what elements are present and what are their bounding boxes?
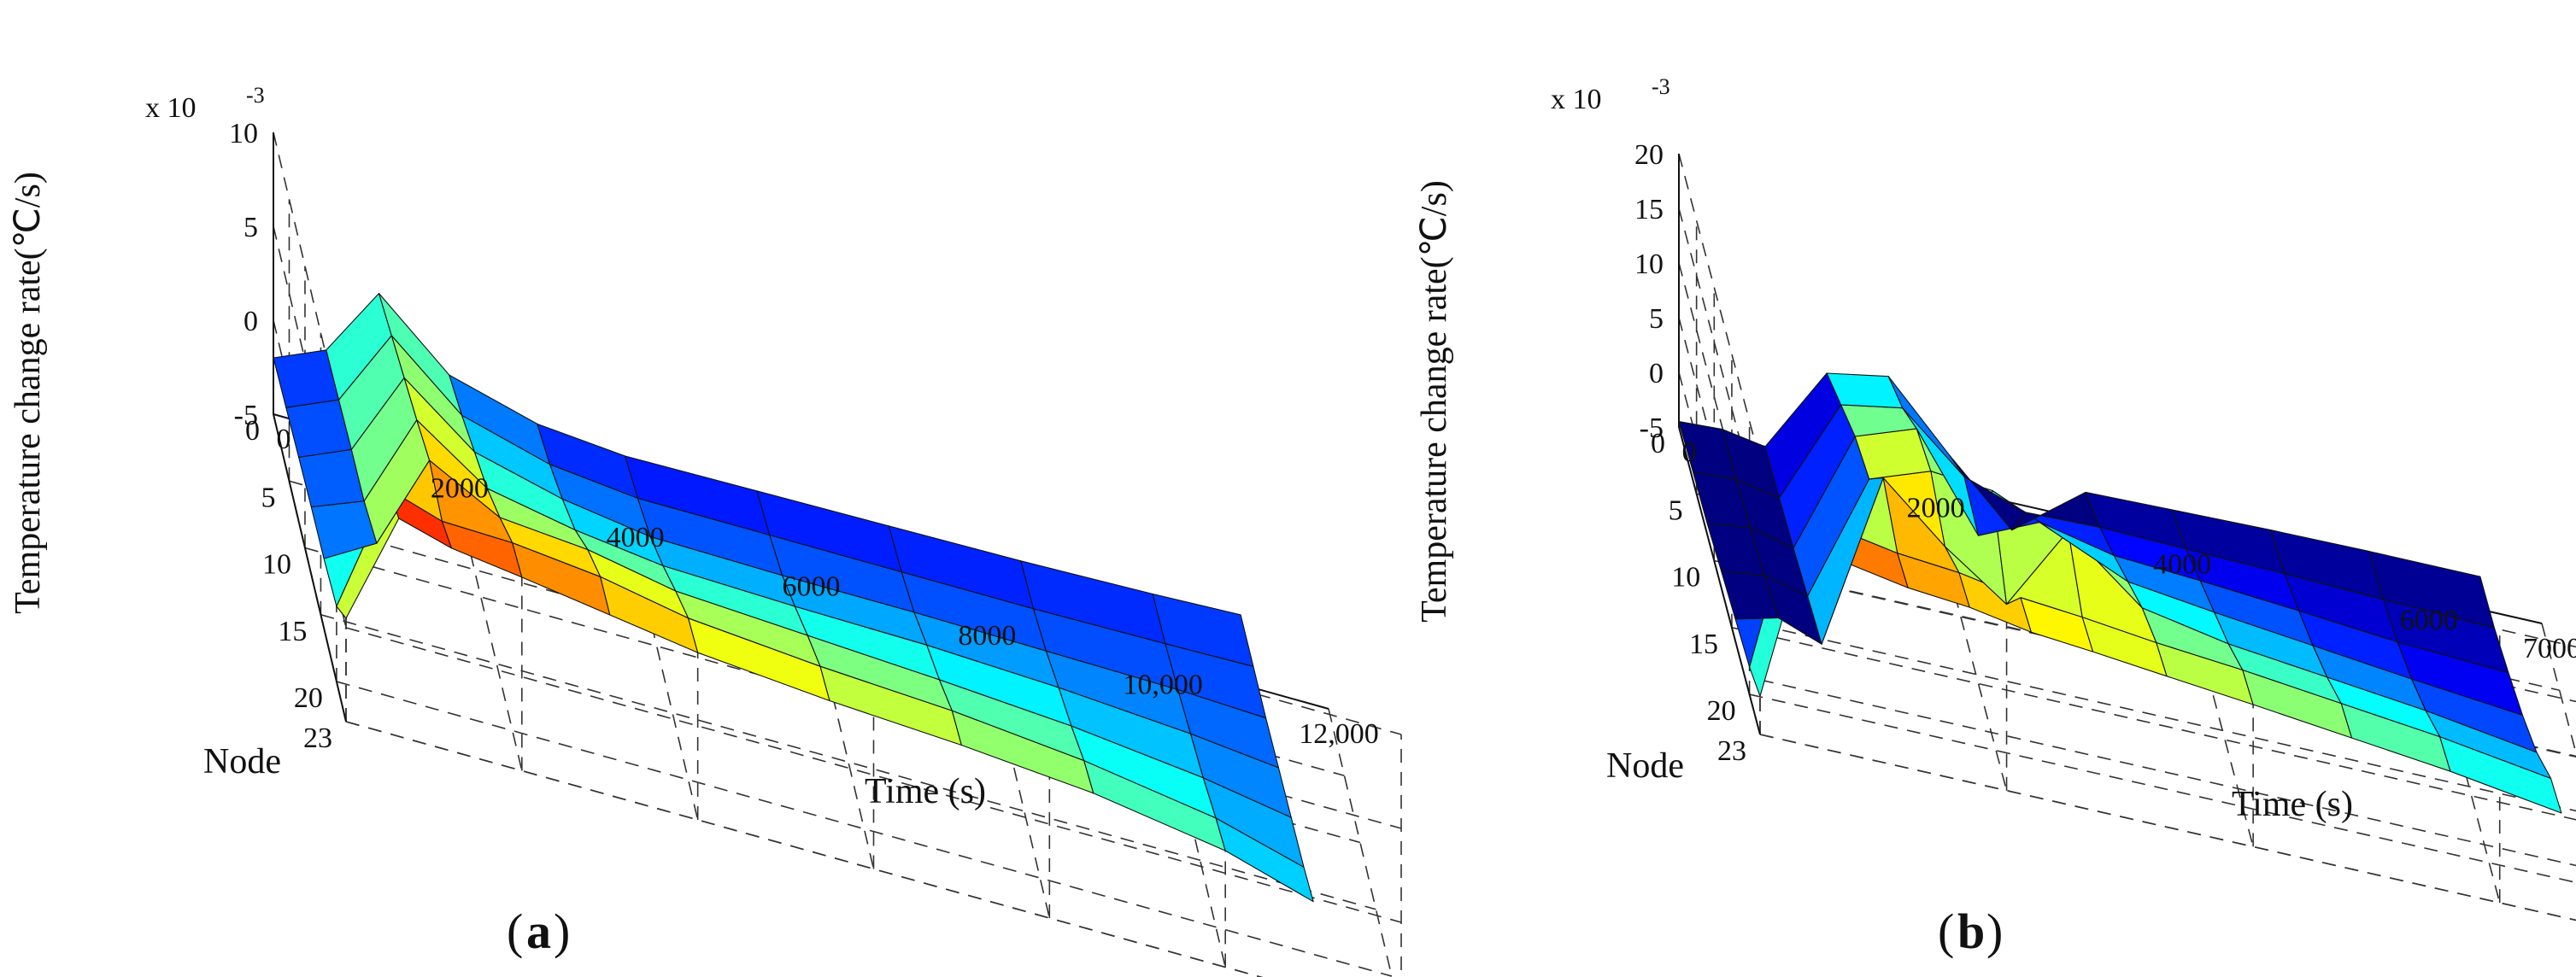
z-tick-label: -5: [1640, 412, 1664, 444]
y-tick-label: 23: [1717, 735, 1746, 767]
panel-b-caption-letter: b: [1957, 904, 1985, 959]
z-tick-label: 15: [1634, 194, 1664, 225]
y-axis-line: [1678, 426, 1761, 735]
gridline-y-floor: [1731, 627, 2576, 821]
x-tick-label: 6000: [783, 571, 841, 603]
panel-b-caption: ( b ): [1938, 904, 2003, 959]
panel-b-ylabel: Node: [1606, 746, 1684, 786]
panel-a-caption: ( a ): [507, 904, 570, 959]
gridline-z-side: [1678, 153, 1761, 462]
gridline-y-floor: [345, 721, 1264, 977]
gridline-x-floor: [1328, 708, 1393, 977]
panel-b-caption-close: ): [1986, 904, 2003, 959]
z-tick-label: 20: [1634, 139, 1664, 171]
panel-a-multiplier: x 10: [145, 92, 197, 124]
x-tick-label: 12,000: [1299, 718, 1379, 750]
y-tick-label: 10: [1671, 562, 1700, 594]
x-tick-label: 2000: [1907, 493, 1965, 524]
y-tick-label: 5: [261, 482, 275, 513]
x-tick-label: 0: [277, 424, 291, 455]
panel-a-caption-letter: a: [526, 904, 551, 959]
gridline-y-floor: [1749, 693, 2576, 884]
z-tick-label: 5: [244, 212, 258, 243]
y-tick-label: 10: [262, 549, 291, 581]
y-tick-label: 0: [1651, 428, 1665, 459]
z-tick-label: 10: [1634, 249, 1664, 280]
z-tick-label: 0: [244, 306, 258, 337]
panel-b-multiplier: x 10: [1551, 84, 1602, 115]
panel-a-ticks: -5051005101520230200040006000800010,0001…: [229, 118, 1379, 754]
panel-a-surface: [273, 292, 1314, 903]
y-axis-line: [273, 413, 347, 723]
panel-a-multiplier-exp: -3: [246, 83, 265, 108]
z-tick-label: 5: [1649, 303, 1664, 335]
z-tick-label: 0: [1649, 358, 1664, 389]
x-tick-label: 8000: [958, 620, 1016, 652]
gridline-x-floor: [2541, 623, 2576, 756]
y-tick-label: 5: [1669, 494, 1683, 526]
z-tick-label: -5: [234, 400, 258, 431]
x-tick-label: 10,000: [1123, 670, 1203, 701]
y-tick-label: 15: [278, 616, 307, 647]
surface-facet: [1152, 593, 1254, 667]
panel-b-xlabel: Time (s): [2232, 785, 2353, 824]
x-tick-label: 7000: [2523, 633, 2576, 664]
panel-a-zlabel: Temperature change rate(℃/s): [9, 172, 48, 614]
y-tick-label: 20: [294, 682, 323, 714]
y-tick-label: 15: [1689, 629, 1718, 660]
panel-a-caption-close: ): [554, 904, 570, 959]
gridline-z-back: [1759, 679, 2576, 867]
z-tick-label: 10: [229, 118, 258, 149]
x-tick-label: 2000: [431, 473, 489, 505]
gridline-y-floor: [320, 614, 1376, 910]
x-tick-label: 4000: [607, 522, 665, 553]
gridline-z-back: [1759, 624, 2576, 812]
gridline-y-floor: [1759, 734, 2576, 921]
panel-b-caption-open: (: [1938, 904, 1954, 959]
panel-a: -5051005101520230200040006000800010,0001…: [9, 83, 1402, 977]
panel-a-ylabel: Node: [203, 742, 281, 781]
x-tick-label: 0: [1682, 436, 1697, 468]
gridline-y-floor: [336, 681, 1393, 977]
y-tick-label: 20: [1707, 695, 1736, 727]
y-tick-label: 23: [303, 723, 332, 754]
y-tick-label: 0: [245, 415, 260, 447]
panel-b-multiplier-exp: -3: [1652, 74, 1670, 99]
x-tick-label: 4000: [2153, 548, 2211, 580]
x-tick-label: 6000: [2400, 605, 2458, 636]
panel-b-zlabel: Temperature change rate(℃/s): [1415, 180, 1454, 623]
panel-a-xlabel: Time (s): [865, 772, 986, 811]
panel-b-surface: [1678, 372, 2562, 814]
surface-facet: [2368, 551, 2495, 629]
panel-a-caption-open: (: [507, 904, 523, 959]
